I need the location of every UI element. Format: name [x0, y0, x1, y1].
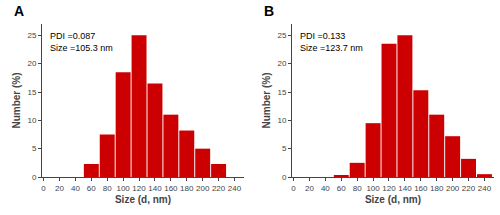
svg-text:25: 25: [27, 31, 36, 40]
svg-text:Size (d, nm): Size (d, nm): [115, 194, 171, 205]
svg-text:60: 60: [87, 184, 96, 193]
svg-text:5: 5: [282, 144, 287, 153]
svg-text:240: 240: [478, 184, 492, 193]
svg-text:15: 15: [277, 88, 286, 97]
svg-text:100: 100: [366, 184, 380, 193]
svg-text:0: 0: [282, 173, 287, 182]
svg-text:240: 240: [228, 184, 242, 193]
svg-text:140: 140: [398, 184, 412, 193]
svg-text:0: 0: [32, 173, 37, 182]
svg-text:0: 0: [291, 184, 296, 193]
svg-text:5: 5: [32, 144, 37, 153]
svg-text:PDI =0.133Size =123.7 nm: PDI =0.133Size =123.7 nm: [300, 31, 363, 53]
svg-text:Number (%): Number (%): [11, 72, 22, 128]
svg-text:160: 160: [414, 184, 428, 193]
svg-text:180: 180: [430, 184, 444, 193]
svg-text:B: B: [264, 3, 274, 19]
svg-text:140: 140: [148, 184, 162, 193]
svg-text:40: 40: [321, 184, 330, 193]
svg-text:200: 200: [196, 184, 210, 193]
svg-text:160: 160: [164, 184, 178, 193]
svg-text:40: 40: [71, 184, 80, 193]
svg-text:120: 120: [382, 184, 396, 193]
svg-text:20: 20: [55, 184, 64, 193]
svg-text:15: 15: [27, 88, 36, 97]
svg-text:80: 80: [103, 184, 112, 193]
svg-text:10: 10: [27, 116, 36, 125]
svg-text:180: 180: [180, 184, 194, 193]
svg-text:A: A: [14, 3, 24, 19]
svg-text:10: 10: [277, 116, 286, 125]
svg-text:PDI =0.087Size =105.3 nm: PDI =0.087Size =105.3 nm: [50, 31, 113, 53]
svg-text:20: 20: [277, 59, 286, 68]
svg-text:Number (%): Number (%): [261, 72, 272, 128]
svg-text:200: 200: [446, 184, 460, 193]
svg-text:25: 25: [277, 31, 286, 40]
svg-text:220: 220: [212, 184, 226, 193]
svg-text:100: 100: [116, 184, 130, 193]
svg-text:0: 0: [41, 184, 46, 193]
svg-text:220: 220: [462, 184, 476, 193]
svg-text:Size (d, nm): Size (d, nm): [365, 194, 421, 205]
svg-text:80: 80: [353, 184, 362, 193]
svg-text:120: 120: [132, 184, 146, 193]
svg-text:20: 20: [305, 184, 314, 193]
svg-text:20: 20: [27, 59, 36, 68]
svg-text:60: 60: [337, 184, 346, 193]
